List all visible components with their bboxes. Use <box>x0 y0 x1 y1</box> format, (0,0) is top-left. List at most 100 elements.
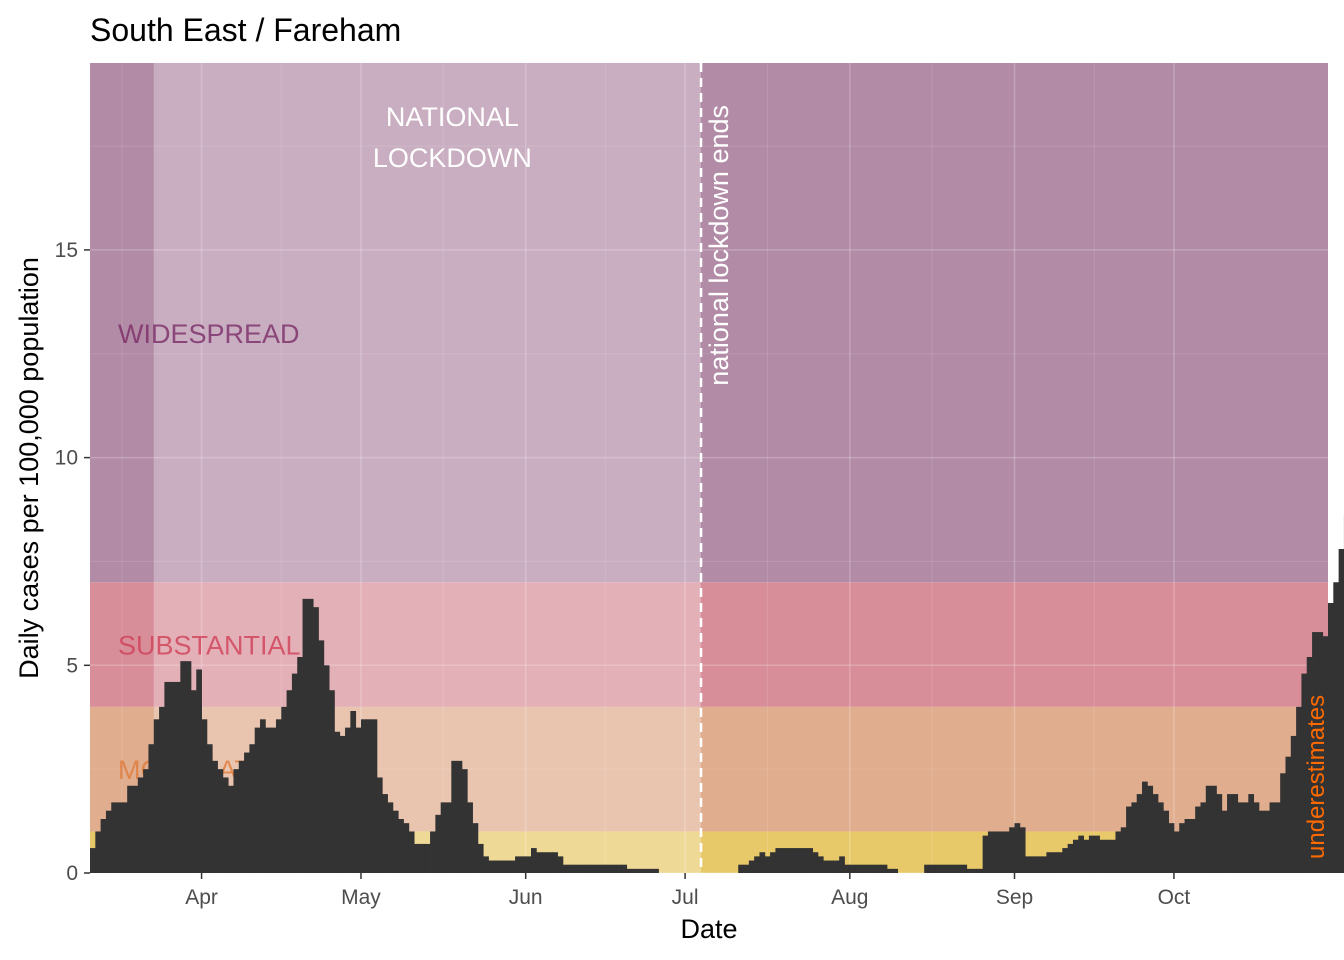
bar <box>281 706 287 873</box>
bar <box>515 856 521 873</box>
bar <box>525 856 532 873</box>
bar <box>456 760 463 873</box>
bar <box>249 744 256 873</box>
bar <box>159 706 165 873</box>
bar <box>1232 794 1239 873</box>
bar <box>1274 802 1281 873</box>
bar <box>419 843 426 873</box>
bar <box>924 864 930 873</box>
bar <box>1227 794 1233 873</box>
bar <box>111 802 117 873</box>
bar <box>796 848 803 873</box>
bar <box>260 719 266 873</box>
bar <box>764 856 771 873</box>
bar <box>844 864 851 873</box>
bar <box>589 864 596 873</box>
bar <box>499 860 505 873</box>
bar <box>892 868 899 873</box>
bar <box>430 831 436 873</box>
y-tick-label: 5 <box>66 654 78 677</box>
bar <box>786 848 792 873</box>
bar <box>557 856 564 873</box>
bar <box>132 785 139 873</box>
bar <box>610 864 617 873</box>
bar <box>881 864 888 873</box>
bar <box>1142 781 1148 873</box>
bar <box>137 777 144 873</box>
bar <box>127 785 133 873</box>
bar <box>323 665 330 873</box>
x-tick-label: Jun <box>509 886 543 909</box>
bar <box>307 598 314 873</box>
bar <box>876 864 883 873</box>
y-axis-title: Daily cases per 100,000 population <box>14 257 44 679</box>
band-label-widespread: WIDESPREAD <box>118 319 300 349</box>
bar <box>1014 823 1021 873</box>
x-tick-label: Aug <box>831 886 868 909</box>
bar <box>1120 827 1127 873</box>
bar <box>121 802 128 873</box>
bar <box>1216 794 1223 873</box>
bar <box>1009 827 1015 873</box>
bar <box>265 727 272 873</box>
bar <box>616 864 622 873</box>
bar <box>1285 756 1292 873</box>
bar <box>153 719 160 873</box>
bar <box>116 802 123 873</box>
x-axis-title: Date <box>680 914 737 944</box>
bar <box>1030 856 1037 873</box>
bar <box>238 760 245 873</box>
bar <box>929 864 936 873</box>
bar <box>1046 852 1053 873</box>
bar <box>642 868 649 873</box>
lockdown-end-label: national lockdown ends <box>704 105 734 386</box>
lockdown-period <box>153 63 702 873</box>
bar <box>770 852 776 873</box>
bar <box>1152 794 1159 873</box>
bar <box>190 690 197 873</box>
bar <box>408 831 415 873</box>
bar <box>647 868 654 873</box>
bar <box>812 852 819 873</box>
bar <box>445 802 452 873</box>
bar <box>286 690 293 873</box>
bar <box>886 868 893 873</box>
bar <box>584 864 590 873</box>
bar <box>1189 819 1196 873</box>
underestimates-label: underestimates <box>1303 695 1330 859</box>
bar <box>982 835 989 873</box>
bar <box>956 864 962 873</box>
bar <box>552 852 558 873</box>
bar <box>998 831 1005 873</box>
bar <box>376 777 383 873</box>
bar <box>275 719 282 873</box>
bar <box>371 719 378 873</box>
bar <box>90 848 96 873</box>
bar <box>1057 852 1063 873</box>
band-label-substantial: SUBSTANTIAL <box>118 631 301 661</box>
bar <box>1290 735 1297 873</box>
bar <box>573 864 580 873</box>
bar <box>568 864 574 873</box>
bar <box>855 864 861 873</box>
bar <box>961 864 968 873</box>
bar <box>440 802 447 873</box>
y-tick-label: 15 <box>55 239 78 262</box>
bar <box>1338 549 1344 873</box>
bar <box>1035 856 1042 873</box>
bar <box>1200 802 1207 873</box>
bar <box>233 769 240 873</box>
bar <box>775 848 782 873</box>
bar <box>180 661 187 873</box>
bar <box>392 810 399 873</box>
lockdown-label-line2: LOCKDOWN <box>373 143 532 173</box>
bar <box>759 852 766 873</box>
bar <box>169 681 176 873</box>
bar <box>631 868 638 873</box>
y-tick-label: 0 <box>66 862 78 885</box>
bar <box>196 669 202 873</box>
bar <box>201 719 208 873</box>
bar <box>228 785 234 873</box>
bar <box>1195 806 1201 873</box>
bar <box>801 848 808 873</box>
